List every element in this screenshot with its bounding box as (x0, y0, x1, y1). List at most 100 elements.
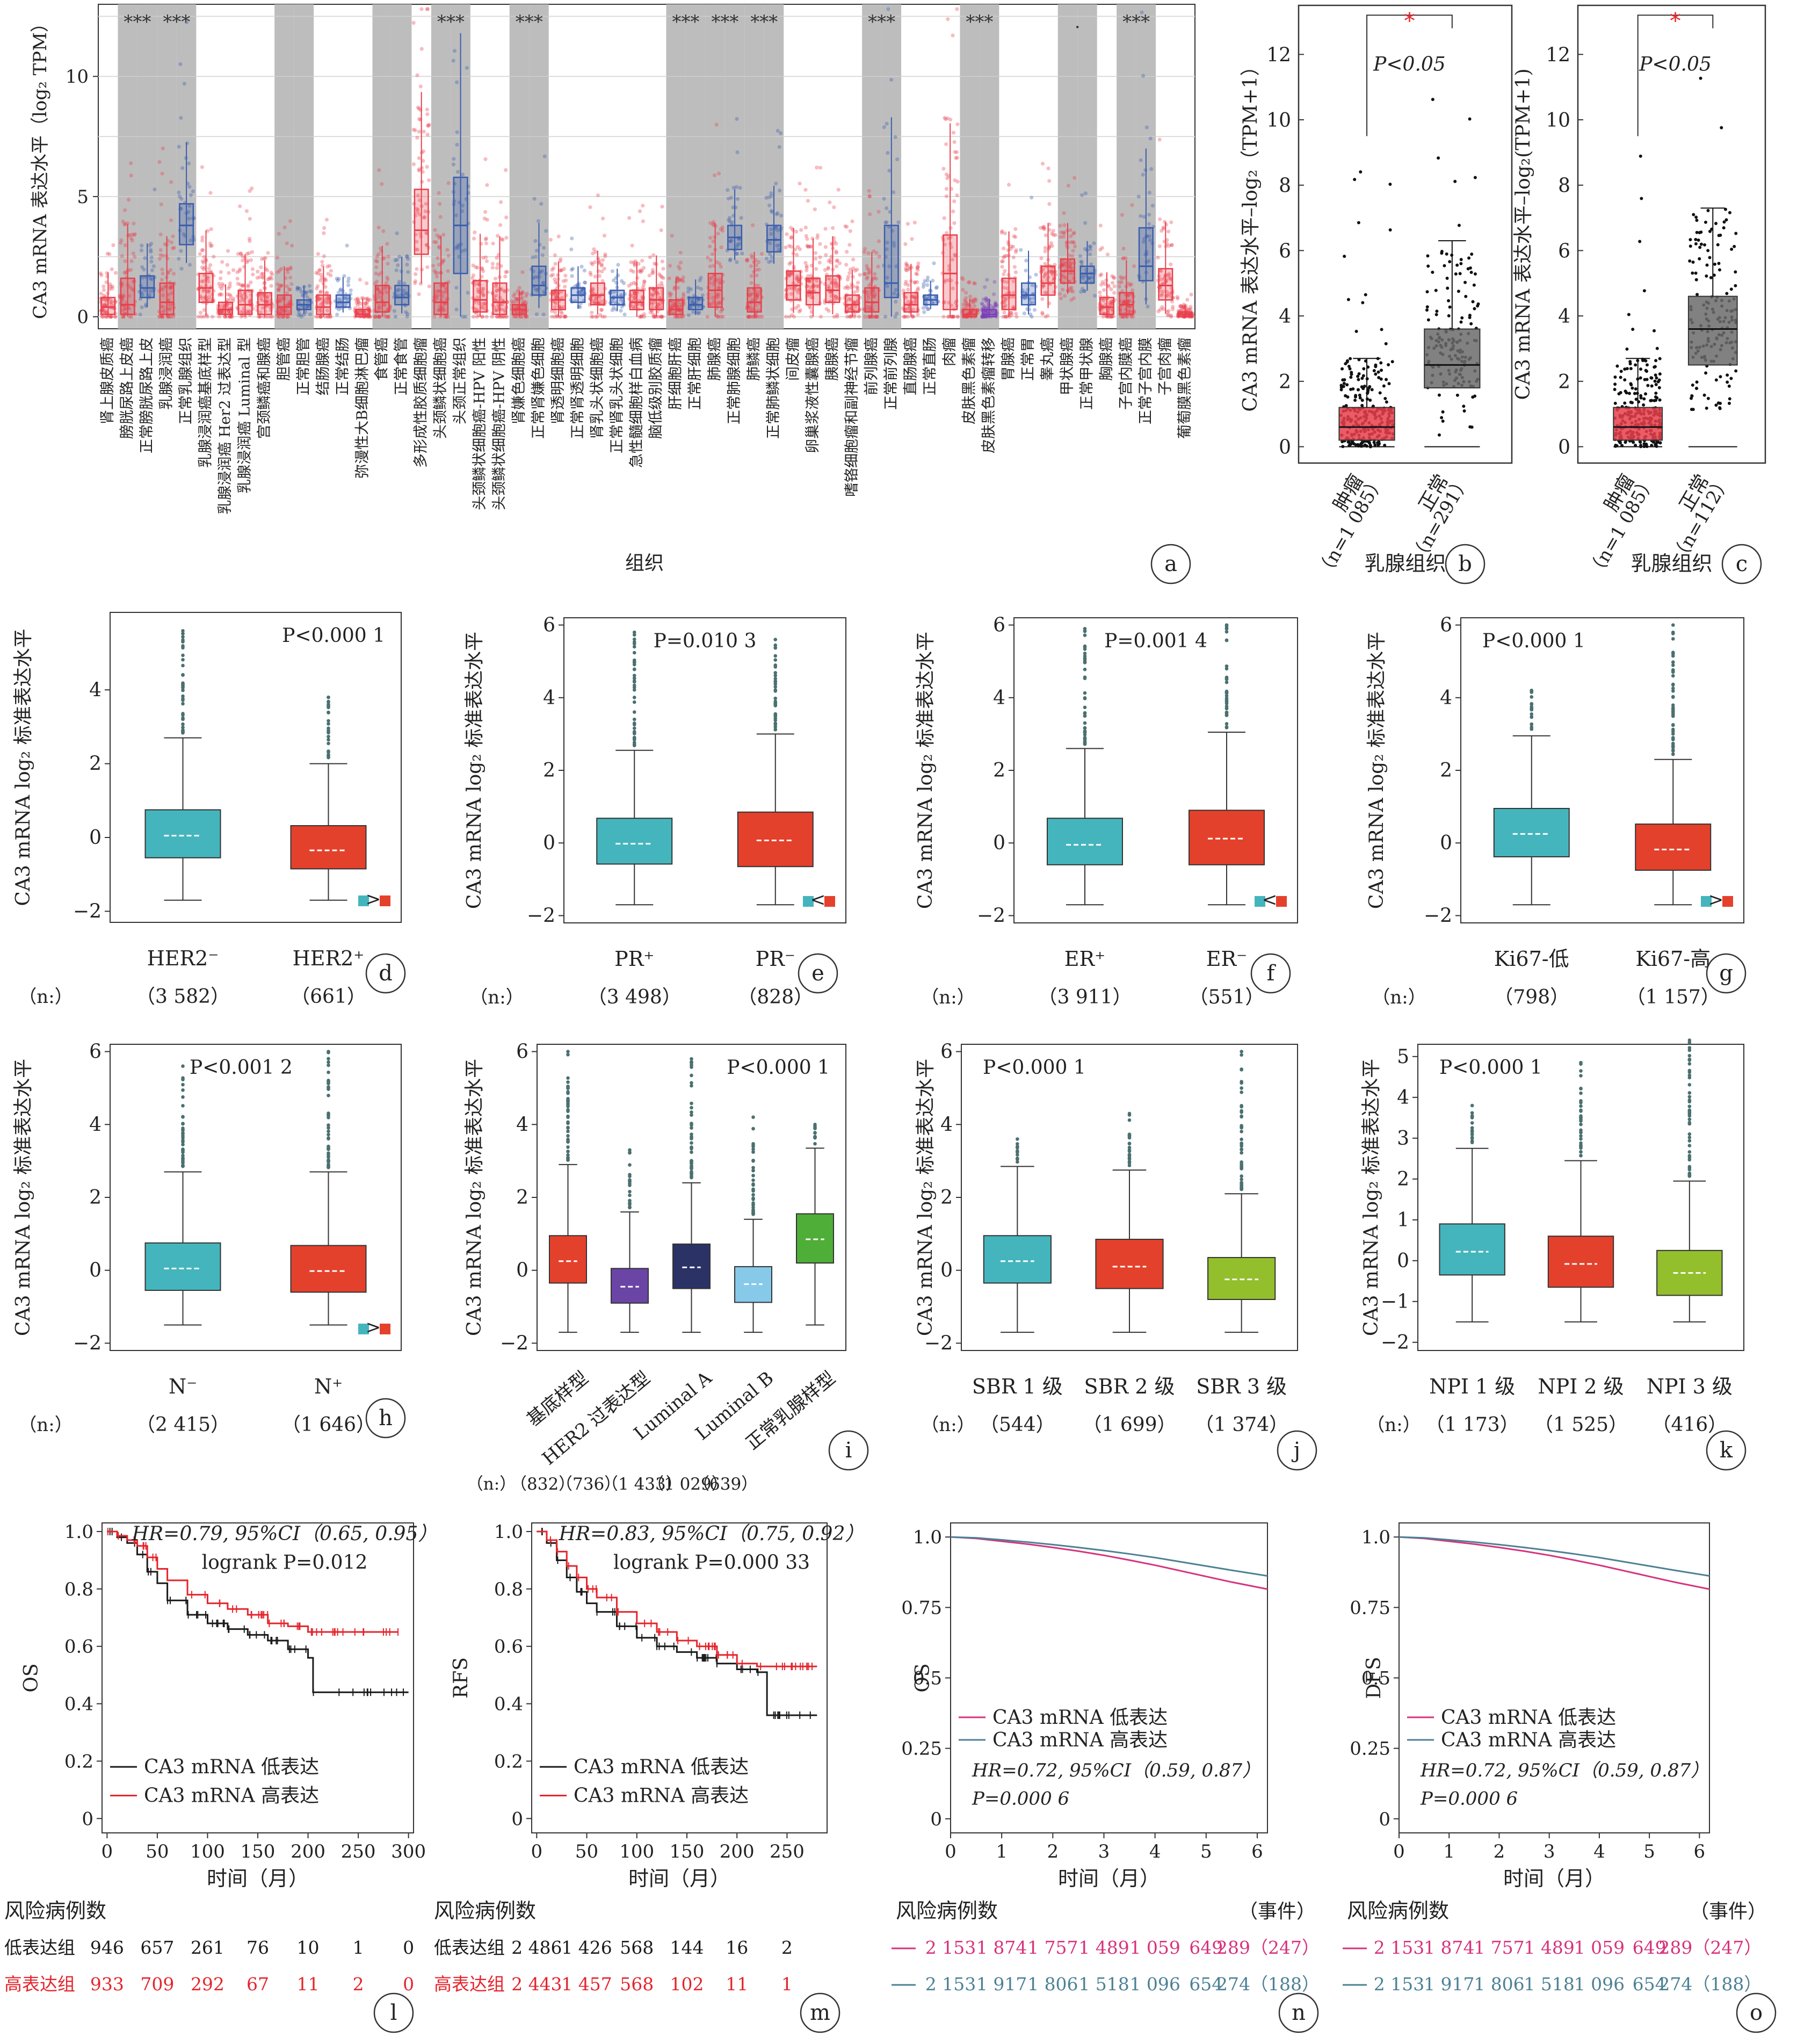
jitter-point (750, 223, 755, 227)
jitter-point (818, 315, 823, 319)
plot-frame (110, 1044, 402, 1351)
jitter-point (893, 135, 897, 139)
outlier-point (181, 712, 185, 716)
data-point (1729, 287, 1733, 291)
legend-comparator: > (1708, 889, 1724, 911)
jitter-point (686, 290, 691, 294)
jitter-point (374, 271, 378, 276)
data-point (1617, 392, 1621, 396)
jitter-point (275, 255, 279, 260)
jitter-point (700, 293, 705, 298)
data-point (1639, 376, 1642, 380)
box (316, 294, 331, 315)
data-point (1692, 213, 1695, 216)
jitter-point (386, 315, 390, 319)
jitter-point (199, 315, 204, 319)
jitter-point (651, 253, 656, 257)
jitter-point (142, 268, 146, 272)
jitter-point (850, 219, 854, 223)
outlier-point (632, 680, 636, 684)
jitter-point (589, 315, 593, 319)
jitter-point (316, 315, 321, 319)
data-point (1615, 364, 1619, 368)
data-point (1613, 375, 1617, 379)
jitter-point (269, 315, 273, 319)
data-point (1455, 393, 1459, 397)
jitter-point (329, 273, 333, 278)
jitter-point (895, 157, 900, 162)
jitter-point (356, 300, 361, 305)
jitter-point (324, 291, 328, 295)
jitter-point (556, 273, 560, 277)
jitter-point (445, 315, 449, 319)
jitter-point (579, 264, 584, 269)
jitter-point (818, 255, 822, 259)
jitter-point (249, 258, 253, 262)
jitter-point (161, 305, 165, 309)
data-point (1448, 305, 1452, 309)
jitter-point (810, 236, 815, 241)
jitter-point (319, 315, 323, 319)
jitter-point (964, 296, 968, 300)
jitter-point (288, 265, 293, 270)
data-point (1623, 378, 1627, 382)
jitter-point (316, 271, 320, 276)
jitter-point (180, 166, 185, 170)
jitter-point (205, 315, 209, 319)
jitter-point (169, 240, 173, 244)
data-point (1376, 370, 1380, 374)
jitter-point (286, 270, 290, 275)
category-label: 正常肾嫌色细胞 (530, 337, 547, 439)
jitter-point (277, 288, 281, 293)
significance-mark: *** (868, 11, 895, 33)
jitter-point (708, 244, 712, 249)
jitter-point (1027, 307, 1032, 312)
jitter-point (102, 309, 106, 313)
jitter-point (186, 210, 191, 214)
data-point (1629, 367, 1633, 371)
jitter-point (318, 268, 322, 272)
category-label: 胰腺癌 (824, 337, 840, 381)
jitter-point (1062, 223, 1067, 227)
data-point (1706, 249, 1710, 252)
jitter-point (446, 181, 451, 185)
jitter-point (788, 226, 793, 230)
jitter-point (433, 270, 438, 275)
box (218, 301, 234, 315)
jitter-point (945, 176, 950, 180)
jitter-point (712, 173, 717, 177)
jitter-point (1012, 265, 1017, 269)
jitter-point (559, 315, 563, 319)
jitter-point (1044, 233, 1048, 237)
jitter-point (653, 262, 657, 266)
data-point (1470, 252, 1474, 256)
data-point (1440, 416, 1444, 420)
category-label: 正常直肠 (922, 337, 939, 395)
jitter-point (955, 193, 959, 198)
jitter-point (376, 225, 381, 230)
jitter-point (483, 210, 488, 214)
box (531, 265, 547, 296)
jitter-point (882, 125, 886, 129)
jitter-point (126, 221, 130, 226)
data-point (1364, 293, 1367, 297)
jitter-point (556, 234, 561, 239)
jitter-point (363, 301, 367, 306)
category-label: 正常结肠 (335, 337, 351, 395)
jitter-point (454, 307, 459, 312)
jitter-point (749, 281, 753, 285)
data-point (1339, 386, 1343, 389)
jitter-point (171, 271, 176, 276)
data-point (1699, 76, 1702, 80)
jitter-point (374, 258, 378, 263)
jitter-point (805, 268, 809, 273)
jitter-point (186, 161, 191, 165)
data-point (1655, 396, 1659, 400)
jitter-point (455, 142, 459, 147)
jitter-point (378, 290, 382, 294)
significance-mark: *** (711, 11, 738, 33)
jitter-point (865, 264, 869, 268)
y-tick-label: 4 (543, 687, 555, 709)
jitter-point (226, 249, 230, 253)
box (864, 287, 880, 313)
